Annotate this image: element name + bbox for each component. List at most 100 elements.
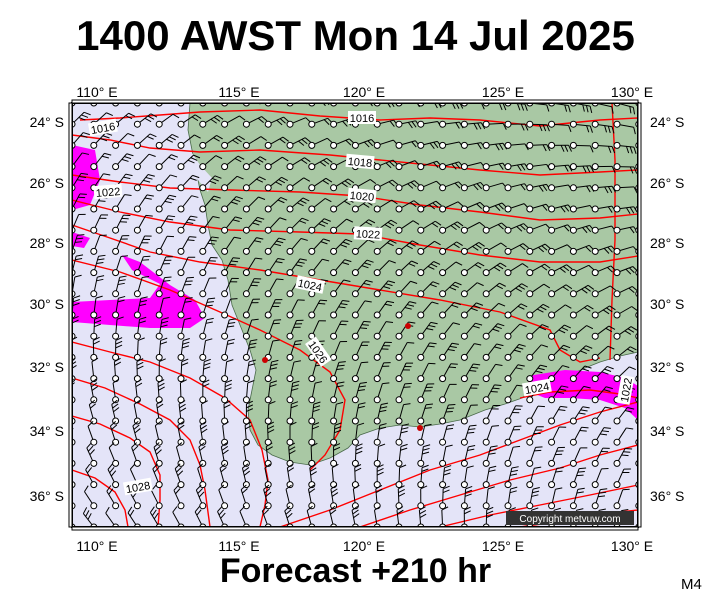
lat-tick-label: 24° S [650, 114, 684, 130]
wind-barb [330, 484, 339, 510]
wind-barb [460, 322, 483, 340]
wind-barb [199, 358, 211, 383]
wind-barb [112, 153, 134, 171]
wind-barb [526, 486, 540, 510]
lat-tick-label: 26° S [650, 175, 684, 191]
wind-barb [526, 364, 548, 383]
wind-barb [286, 137, 311, 149]
wind-barb [177, 195, 199, 213]
wind-barb [591, 345, 615, 361]
wind-barb [220, 442, 229, 467]
wind-barb [591, 285, 617, 298]
wind-barb [460, 201, 486, 213]
wind-barb [417, 220, 442, 234]
wind-barb [152, 463, 163, 489]
wind-barb [351, 381, 367, 404]
wind-barb [526, 303, 550, 319]
wind-barb [395, 200, 420, 213]
wind-barb [395, 443, 408, 467]
wind-barb [308, 258, 330, 277]
wind-barb [133, 133, 157, 149]
wind-barb [264, 116, 290, 128]
wind-barb [591, 163, 616, 173]
wind-barb [155, 276, 172, 298]
wind-barb [439, 281, 462, 298]
wind-barb [155, 154, 178, 171]
wind-barb [351, 320, 371, 340]
wind-barb [591, 427, 611, 446]
wind-barb [548, 467, 564, 489]
wind-barb [395, 301, 417, 319]
lat-tick-label: 30° S [30, 296, 64, 312]
wind-barb [417, 180, 442, 192]
wind-barb [177, 421, 185, 446]
wind-barb [72, 111, 91, 128]
wind-barb [460, 221, 486, 234]
wind-barb [395, 260, 419, 277]
wind-barb [526, 405, 545, 425]
wind-barb [286, 463, 295, 489]
lon-tick-label: 130° E [611, 538, 653, 554]
wind-barb [569, 304, 594, 319]
wind-barb [569, 205, 595, 213]
wind-barb [308, 360, 324, 383]
wind-barb [221, 298, 238, 319]
wind-barb [439, 141, 464, 149]
wind-barb [417, 301, 439, 319]
wind-barb [221, 135, 245, 149]
wind-barb [482, 242, 507, 255]
wind-barb [351, 361, 369, 383]
wind-barb [218, 484, 229, 510]
lat-tick-label: 34° S [650, 423, 684, 439]
wind-barb [504, 466, 519, 489]
wind-barb [177, 215, 198, 234]
lat-tick-label: 24° S [30, 114, 64, 130]
wind-barb [439, 322, 460, 340]
wind-barb [373, 139, 399, 149]
wind-barb [112, 378, 120, 404]
wind-barb [439, 363, 458, 383]
isobar-label: 1018 [347, 156, 372, 170]
wind-barb [264, 299, 283, 319]
wind-barb [569, 224, 595, 234]
wind-barb [90, 234, 107, 255]
wind-barb [613, 141, 637, 154]
wind-barb [72, 254, 84, 277]
wind-barb [504, 223, 530, 234]
wind-barb [439, 181, 464, 192]
wind-barb [439, 383, 457, 404]
wind-barb [197, 463, 207, 489]
wind-barb [395, 240, 419, 255]
rain-band-east [528, 370, 638, 420]
isobar-label-group: 1016 1016 1018 1020 1022 1022 1024 1026 … [87, 111, 635, 496]
wind-barb [613, 286, 638, 298]
wind-barb [112, 295, 126, 319]
wind-barb [591, 365, 614, 383]
lon-tick-label: 130° E [611, 84, 653, 100]
wind-barb [330, 299, 350, 319]
map-border [68, 99, 642, 531]
wind-barb [613, 468, 631, 489]
wind-barb [109, 420, 120, 446]
wind-barb [199, 421, 208, 446]
wind-barb [417, 362, 436, 383]
wind-barb [504, 445, 521, 467]
wind-barb [264, 176, 288, 192]
wind-barb [591, 141, 616, 154]
wind-barb [286, 360, 301, 383]
wind-barb [199, 256, 218, 277]
wind-barb [569, 385, 591, 404]
wind-barb [548, 284, 573, 298]
wind-barb [308, 177, 333, 192]
wind-barb [504, 283, 529, 298]
wind-barb [613, 366, 636, 383]
wind-barb [548, 204, 573, 213]
wind-barb [221, 196, 243, 213]
wind-barb [591, 305, 616, 319]
wind-barb [199, 155, 223, 171]
wind-barb [307, 484, 316, 510]
wind-barb [177, 317, 192, 340]
wind-barb [286, 258, 307, 277]
wind-barb [460, 162, 486, 171]
wind-barb [526, 426, 544, 446]
